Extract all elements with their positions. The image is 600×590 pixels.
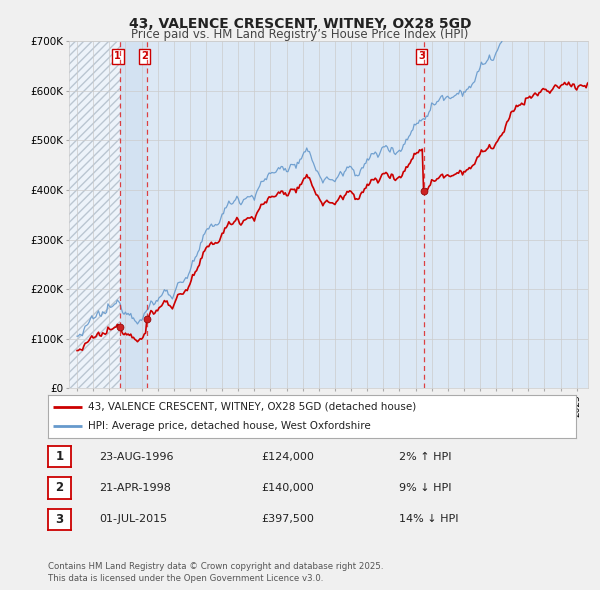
Text: £124,000: £124,000 — [261, 452, 314, 461]
Text: £140,000: £140,000 — [261, 483, 314, 493]
Text: 14% ↓ HPI: 14% ↓ HPI — [399, 514, 458, 524]
Text: 23-AUG-1996: 23-AUG-1996 — [99, 452, 173, 461]
Text: 1: 1 — [115, 51, 121, 61]
Text: 9% ↓ HPI: 9% ↓ HPI — [399, 483, 452, 493]
Text: Contains HM Land Registry data © Crown copyright and database right 2025.
This d: Contains HM Land Registry data © Crown c… — [48, 562, 383, 583]
Bar — [119, 41, 146, 388]
Text: Price paid vs. HM Land Registry’s House Price Index (HPI): Price paid vs. HM Land Registry’s House … — [131, 28, 469, 41]
Text: 3: 3 — [55, 513, 64, 526]
Text: 2: 2 — [141, 51, 148, 61]
Bar — [69, 41, 119, 388]
Text: 01-JUL-2015: 01-JUL-2015 — [99, 514, 167, 524]
Text: 2: 2 — [55, 481, 64, 494]
Bar — [69, 41, 119, 388]
Text: 43, VALENCE CRESCENT, WITNEY, OX28 5GD (detached house): 43, VALENCE CRESCENT, WITNEY, OX28 5GD (… — [88, 402, 416, 412]
Text: 21-APR-1998: 21-APR-1998 — [99, 483, 171, 493]
Text: HPI: Average price, detached house, West Oxfordshire: HPI: Average price, detached house, West… — [88, 421, 370, 431]
Text: 2% ↑ HPI: 2% ↑ HPI — [399, 452, 452, 461]
Text: 3: 3 — [418, 51, 425, 61]
Text: 1: 1 — [55, 450, 64, 463]
Text: £397,500: £397,500 — [261, 514, 314, 524]
Text: 43, VALENCE CRESCENT, WITNEY, OX28 5GD: 43, VALENCE CRESCENT, WITNEY, OX28 5GD — [129, 17, 471, 31]
